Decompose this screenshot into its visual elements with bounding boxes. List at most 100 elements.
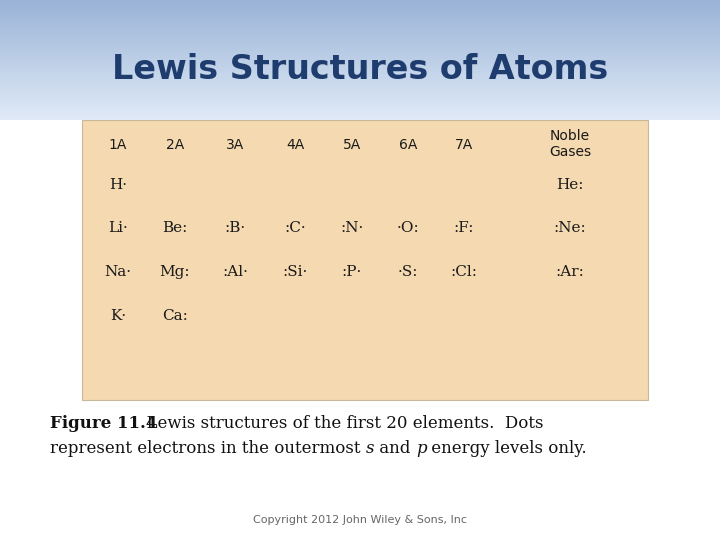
Bar xyxy=(0,56,720,57)
Bar xyxy=(0,60,720,62)
Bar xyxy=(0,42,720,43)
Bar xyxy=(0,39,720,40)
Bar xyxy=(0,105,720,106)
Bar xyxy=(0,94,720,96)
Text: Gases: Gases xyxy=(549,145,591,159)
Bar xyxy=(0,24,720,25)
Bar xyxy=(0,69,720,70)
Text: Ca:: Ca: xyxy=(162,309,188,323)
Bar xyxy=(0,50,720,51)
Bar xyxy=(0,36,720,37)
Bar xyxy=(0,14,720,15)
Bar xyxy=(0,30,720,31)
Bar xyxy=(0,117,720,118)
Bar xyxy=(0,99,720,100)
Bar xyxy=(0,9,720,10)
Bar xyxy=(0,12,720,14)
Text: He:: He: xyxy=(557,178,584,192)
Text: :Ne:: :Ne: xyxy=(554,221,586,235)
Text: :Cl:: :Cl: xyxy=(451,265,477,279)
Bar xyxy=(0,3,720,4)
Text: ·S:: ·S: xyxy=(397,265,418,279)
Bar xyxy=(0,87,720,89)
Bar xyxy=(0,29,720,30)
Text: :N·: :N· xyxy=(341,221,364,235)
Bar xyxy=(0,78,720,79)
Text: :B·: :B· xyxy=(225,221,246,235)
Bar xyxy=(0,21,720,23)
Text: Mg:: Mg: xyxy=(160,265,190,279)
Bar xyxy=(0,25,720,27)
Text: 5A: 5A xyxy=(343,138,361,152)
Bar xyxy=(0,112,720,114)
Text: 4A: 4A xyxy=(286,138,304,152)
Bar xyxy=(0,118,720,120)
Bar xyxy=(0,111,720,112)
Bar xyxy=(0,37,720,39)
Bar xyxy=(0,97,720,99)
Bar xyxy=(0,0,720,2)
Bar xyxy=(0,81,720,83)
Text: represent electrons in the outermost: represent electrons in the outermost xyxy=(50,440,366,457)
Bar xyxy=(0,96,720,97)
Bar xyxy=(0,106,720,108)
Bar xyxy=(0,100,720,102)
Text: :Ar:: :Ar: xyxy=(556,265,585,279)
Bar xyxy=(0,83,720,84)
Bar xyxy=(0,58,720,60)
Bar xyxy=(0,103,720,105)
Bar xyxy=(0,77,720,78)
Text: Noble: Noble xyxy=(550,129,590,143)
Bar xyxy=(0,89,720,90)
Bar xyxy=(0,18,720,19)
Bar xyxy=(0,91,720,93)
Text: 2A: 2A xyxy=(166,138,184,152)
Bar xyxy=(0,68,720,69)
Text: :Al·: :Al· xyxy=(222,265,248,279)
Bar xyxy=(0,15,720,17)
Bar xyxy=(0,66,720,68)
Bar xyxy=(0,8,720,9)
Bar xyxy=(0,79,720,81)
Bar xyxy=(0,46,720,48)
Bar xyxy=(0,110,720,111)
Text: ·O:: ·O: xyxy=(397,221,419,235)
Text: :F:: :F: xyxy=(454,221,474,235)
Bar xyxy=(0,64,720,66)
Text: s: s xyxy=(366,440,374,457)
Text: Be:: Be: xyxy=(162,221,188,235)
Text: :Si·: :Si· xyxy=(282,265,307,279)
Bar xyxy=(0,2,720,3)
Bar xyxy=(0,51,720,52)
Bar xyxy=(0,108,720,110)
Bar xyxy=(0,57,720,58)
Text: Lewis Structures of Atoms: Lewis Structures of Atoms xyxy=(112,53,608,86)
Bar xyxy=(0,84,720,85)
Bar xyxy=(0,75,720,77)
Bar xyxy=(0,116,720,117)
Text: H·: H· xyxy=(109,178,127,192)
Text: Lewis structures of the first 20 elements.  Dots: Lewis structures of the first 20 element… xyxy=(136,415,544,432)
Text: Na·: Na· xyxy=(104,265,132,279)
Text: :P·: :P· xyxy=(342,265,362,279)
Bar xyxy=(0,43,720,45)
Bar xyxy=(0,27,720,29)
Bar xyxy=(0,93,720,94)
Bar xyxy=(0,90,720,91)
Text: :C·: :C· xyxy=(284,221,306,235)
Text: p: p xyxy=(416,440,426,457)
Bar xyxy=(0,17,720,18)
Bar xyxy=(0,62,720,63)
Bar xyxy=(0,52,720,54)
Text: Li·: Li· xyxy=(108,221,128,235)
Bar xyxy=(0,102,720,103)
Bar xyxy=(0,6,720,8)
Text: 7A: 7A xyxy=(455,138,473,152)
Text: 6A: 6A xyxy=(399,138,417,152)
Text: 1A: 1A xyxy=(109,138,127,152)
Bar xyxy=(0,70,720,72)
Bar xyxy=(0,114,720,116)
Text: Copyright 2012 John Wiley & Sons, Inc: Copyright 2012 John Wiley & Sons, Inc xyxy=(253,515,467,525)
Bar xyxy=(0,40,720,42)
Bar xyxy=(0,85,720,87)
